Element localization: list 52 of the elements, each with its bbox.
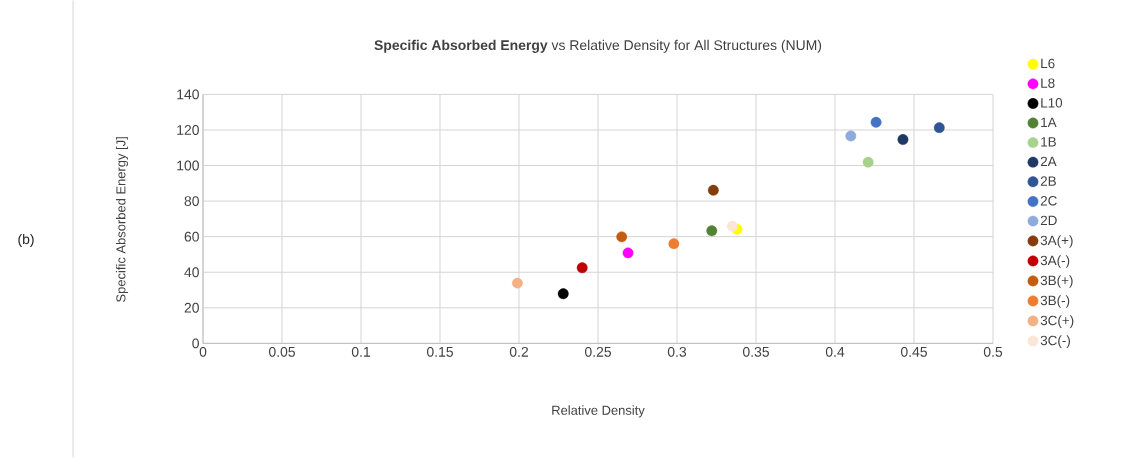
x-tick-label: 0.45: [900, 347, 927, 357]
point: [897, 134, 909, 146]
y-axis-title: Specific Absorbed Energy [J]: [115, 137, 129, 303]
point: [862, 156, 874, 168]
point: [845, 130, 857, 142]
y-tick-label: 100: [177, 160, 199, 171]
legend-label: 3C(-): [1040, 335, 1070, 348]
point: [668, 238, 680, 250]
legend-label: L10: [1041, 98, 1063, 108]
legend-label: 1A: [1041, 117, 1057, 128]
point: [622, 247, 634, 259]
legend-label: 3C(+): [1040, 315, 1074, 328]
x-tick-label: 0.05: [268, 347, 295, 357]
y-tick-label: 20: [184, 302, 199, 313]
legend-label: 2D: [1040, 215, 1057, 226]
legend-label: 2A: [1040, 156, 1057, 167]
y-tick-label: 40: [184, 267, 199, 278]
text: (b): [18, 234, 34, 247]
point: [870, 117, 882, 128]
legend-label: 3B(-): [1040, 295, 1070, 308]
chart-title: Specific Absorbed Energy vs Relative Density for All Structures (NUM): [374, 39, 822, 54]
x-tick-label: 0.4: [825, 347, 845, 357]
point: [576, 262, 588, 274]
legend-label: 3A(+): [1040, 235, 1073, 248]
legend-label: 2C: [1040, 196, 1057, 206]
x-tick-label: 0.25: [584, 347, 611, 357]
point: [557, 288, 569, 300]
point: [933, 122, 945, 134]
point: [616, 231, 628, 243]
point: [726, 220, 738, 232]
x-tick-label: 0.35: [742, 347, 769, 357]
point: [706, 225, 718, 237]
x-tick-label: 0.15: [426, 347, 453, 357]
x-tick-label: 0.3: [667, 347, 687, 357]
legend-label: 2B: [1040, 176, 1056, 186]
legend-label: L6: [1041, 58, 1055, 69]
y-tick-label: 0: [192, 338, 199, 349]
point: [512, 277, 523, 289]
y-tick-label: 140: [177, 89, 199, 100]
y-tick-label: 80: [184, 196, 199, 207]
point: [707, 184, 719, 196]
legend-label: 3B(+): [1040, 275, 1073, 288]
x-tick-label: 0.2: [509, 347, 529, 357]
y-tick-label: 60: [184, 231, 199, 242]
legend-label: 3A(-): [1040, 255, 1070, 268]
x-tick-label: 0: [199, 347, 207, 357]
legend-label: 1B: [1041, 137, 1056, 147]
legend-label: L8: [1041, 78, 1055, 89]
x-tick-label: 0.1: [351, 347, 371, 357]
y-tick-label: 120: [177, 125, 199, 136]
x-axis-title: Relative Density: [552, 405, 645, 418]
x-tick-label: 0.5: [983, 347, 1003, 357]
